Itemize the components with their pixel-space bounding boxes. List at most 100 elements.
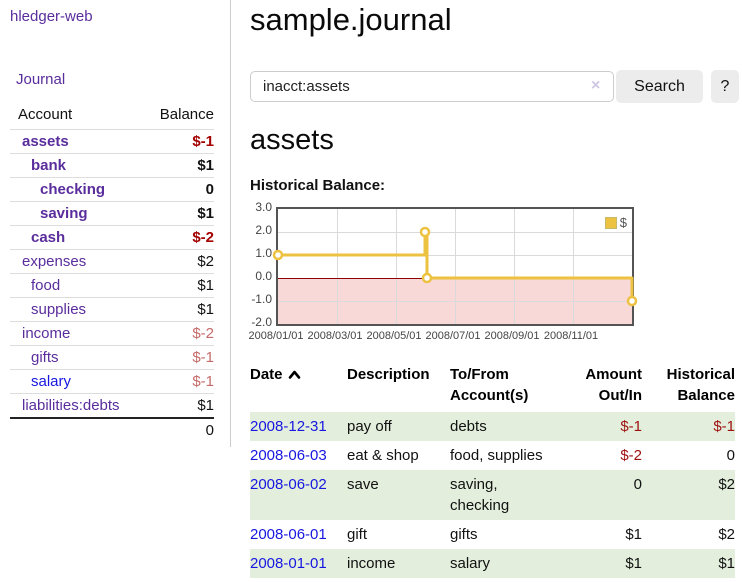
- gridline: [455, 209, 456, 324]
- data-point-marker: [421, 272, 433, 284]
- account-heading: assets: [250, 124, 334, 156]
- account-link-salary[interactable]: salary: [31, 373, 72, 390]
- balance-series-line: [272, 226, 638, 307]
- transaction-amount: $1: [625, 526, 642, 543]
- account-row: income $-2: [10, 321, 214, 346]
- data-point-marker: [419, 226, 431, 238]
- account-row: checking 0: [10, 177, 214, 202]
- y-tick-label: 1.0: [255, 246, 272, 260]
- amount-column-header: Amount Out/In: [585, 366, 642, 404]
- transaction-accounts: debts: [450, 418, 487, 435]
- transaction-accounts: saving, checking: [450, 476, 510, 514]
- account-link-income[interactable]: income: [22, 325, 71, 342]
- page-title: sample.journal: [250, 2, 452, 37]
- x-tick-label: 2008/07/01: [425, 330, 481, 342]
- account-balance: $1: [146, 273, 214, 298]
- transaction-amount: $-2: [620, 447, 642, 464]
- register-row: 2008-12-31 pay off debts $-1 $-1: [250, 412, 735, 441]
- account-balance: $-1: [146, 129, 214, 154]
- transaction-description: gift: [347, 526, 368, 543]
- transaction-date-link[interactable]: 2008-06-03: [250, 447, 327, 464]
- account-row: food $1: [10, 273, 214, 298]
- balance-column-header: Historical Balance: [666, 366, 735, 404]
- x-tick-label: 2008/03/01: [307, 330, 363, 342]
- accounts-total: 0: [146, 417, 214, 442]
- transaction-description: pay off: [347, 418, 392, 435]
- x-tick-label: 2008/11/01: [543, 330, 599, 342]
- register-table: Date Description To/From Account(s) Amou…: [250, 360, 735, 578]
- account-row: gifts $-1: [10, 345, 214, 370]
- data-point-marker: [272, 249, 284, 261]
- chart-heading: Historical Balance:: [250, 177, 386, 194]
- account-row: expenses $2: [10, 249, 214, 274]
- transaction-amount: 0: [633, 476, 642, 493]
- x-tick-label: 2008/05/01: [366, 330, 422, 342]
- transaction-description: eat & shop: [347, 447, 419, 464]
- account-column-header: Account: [18, 106, 73, 123]
- account-link-expenses[interactable]: expenses: [22, 253, 87, 270]
- accounts-table-header: Account Balance: [10, 102, 214, 130]
- clear-search-icon[interactable]: ×: [591, 77, 601, 94]
- account-link-saving[interactable]: saving: [40, 205, 88, 222]
- sidebar-item-journal[interactable]: Journal: [16, 71, 66, 88]
- transaction-balance: 0: [726, 447, 735, 464]
- search-input[interactable]: [250, 71, 614, 102]
- account-link-assets[interactable]: assets: [22, 133, 69, 150]
- account-balance: $-1: [146, 369, 214, 394]
- y-tick-label: -1.0: [251, 292, 272, 306]
- account-balance: $2: [146, 249, 214, 274]
- register-row: 2008-06-03 eat & shop food, supplies $-2…: [250, 441, 735, 470]
- transaction-date-link[interactable]: 2008-06-01: [250, 526, 327, 543]
- account-link-gifts[interactable]: gifts: [31, 349, 59, 366]
- y-tick-label: 2.0: [255, 223, 272, 237]
- app-title-link[interactable]: hledger-web: [10, 8, 93, 25]
- gridline: [573, 209, 574, 324]
- transaction-description: save: [347, 476, 379, 493]
- register-header-row: Date Description To/From Account(s) Amou…: [250, 360, 735, 412]
- account-balance: 0: [146, 177, 214, 202]
- legend-label: $: [619, 215, 627, 230]
- transaction-accounts: gifts: [450, 526, 478, 543]
- gridline: [278, 232, 632, 233]
- account-row: liabilities:debts $1: [10, 393, 214, 418]
- register-row: 2008-06-02 save saving, checking 0 $2: [250, 470, 735, 520]
- transaction-date-link[interactable]: 2008-12-31: [250, 418, 327, 435]
- gridline: [278, 301, 632, 302]
- account-balance: $-2: [146, 321, 214, 346]
- account-balance: $-2: [146, 225, 214, 250]
- account-link-checking[interactable]: checking: [40, 181, 106, 198]
- gridline: [278, 255, 632, 256]
- account-link-food[interactable]: food: [31, 277, 61, 294]
- account-row: assets $-1: [10, 129, 214, 154]
- transaction-balance: $-1: [713, 418, 735, 435]
- transaction-date-link[interactable]: 2008-06-02: [250, 476, 327, 493]
- data-point-marker: [626, 295, 638, 307]
- x-tick-label: 2008/01/01: [248, 330, 304, 342]
- account-balance: $-1: [146, 345, 214, 370]
- chart-legend: $: [604, 215, 627, 230]
- sort-ascending-icon: [288, 370, 300, 379]
- account-row: saving $1: [10, 201, 214, 226]
- transaction-date-link[interactable]: 2008-01-01: [250, 555, 327, 572]
- date-column-header[interactable]: Date: [250, 360, 347, 412]
- search-button[interactable]: Search: [616, 70, 703, 103]
- transaction-description: income: [347, 555, 396, 572]
- register-row: 2008-06-01 gift gifts $1 $2: [250, 520, 735, 549]
- account-link-bank[interactable]: bank: [31, 157, 67, 174]
- sidebar: hledger-web Journal Account Balance asse…: [0, 0, 231, 447]
- account-balance: $1: [146, 393, 214, 418]
- register-row: 2008-01-01 income salary $1 $1: [250, 549, 735, 578]
- account-balance: $1: [146, 153, 214, 178]
- account-link-supplies[interactable]: supplies: [31, 301, 87, 318]
- accounts-total-row: 0: [10, 417, 214, 442]
- help-button[interactable]: ?: [711, 70, 739, 103]
- account-link-liabilities-debts[interactable]: liabilities:debts: [22, 397, 120, 414]
- account-link-cash[interactable]: cash: [31, 229, 66, 246]
- plot-area: $: [272, 207, 638, 326]
- transaction-balance: $2: [718, 476, 735, 493]
- historical-balance-chart: 3.0 2.0 1.0 0.0 -1.0 -2.0 $ 2008/01/01 2…: [240, 200, 742, 344]
- account-row: supplies $1: [10, 297, 214, 322]
- account-row: cash $-2: [10, 225, 214, 250]
- accounts-table: Account Balance assets $-1 bank $1 check…: [10, 102, 214, 442]
- balance-column-header: Balance: [159, 106, 214, 123]
